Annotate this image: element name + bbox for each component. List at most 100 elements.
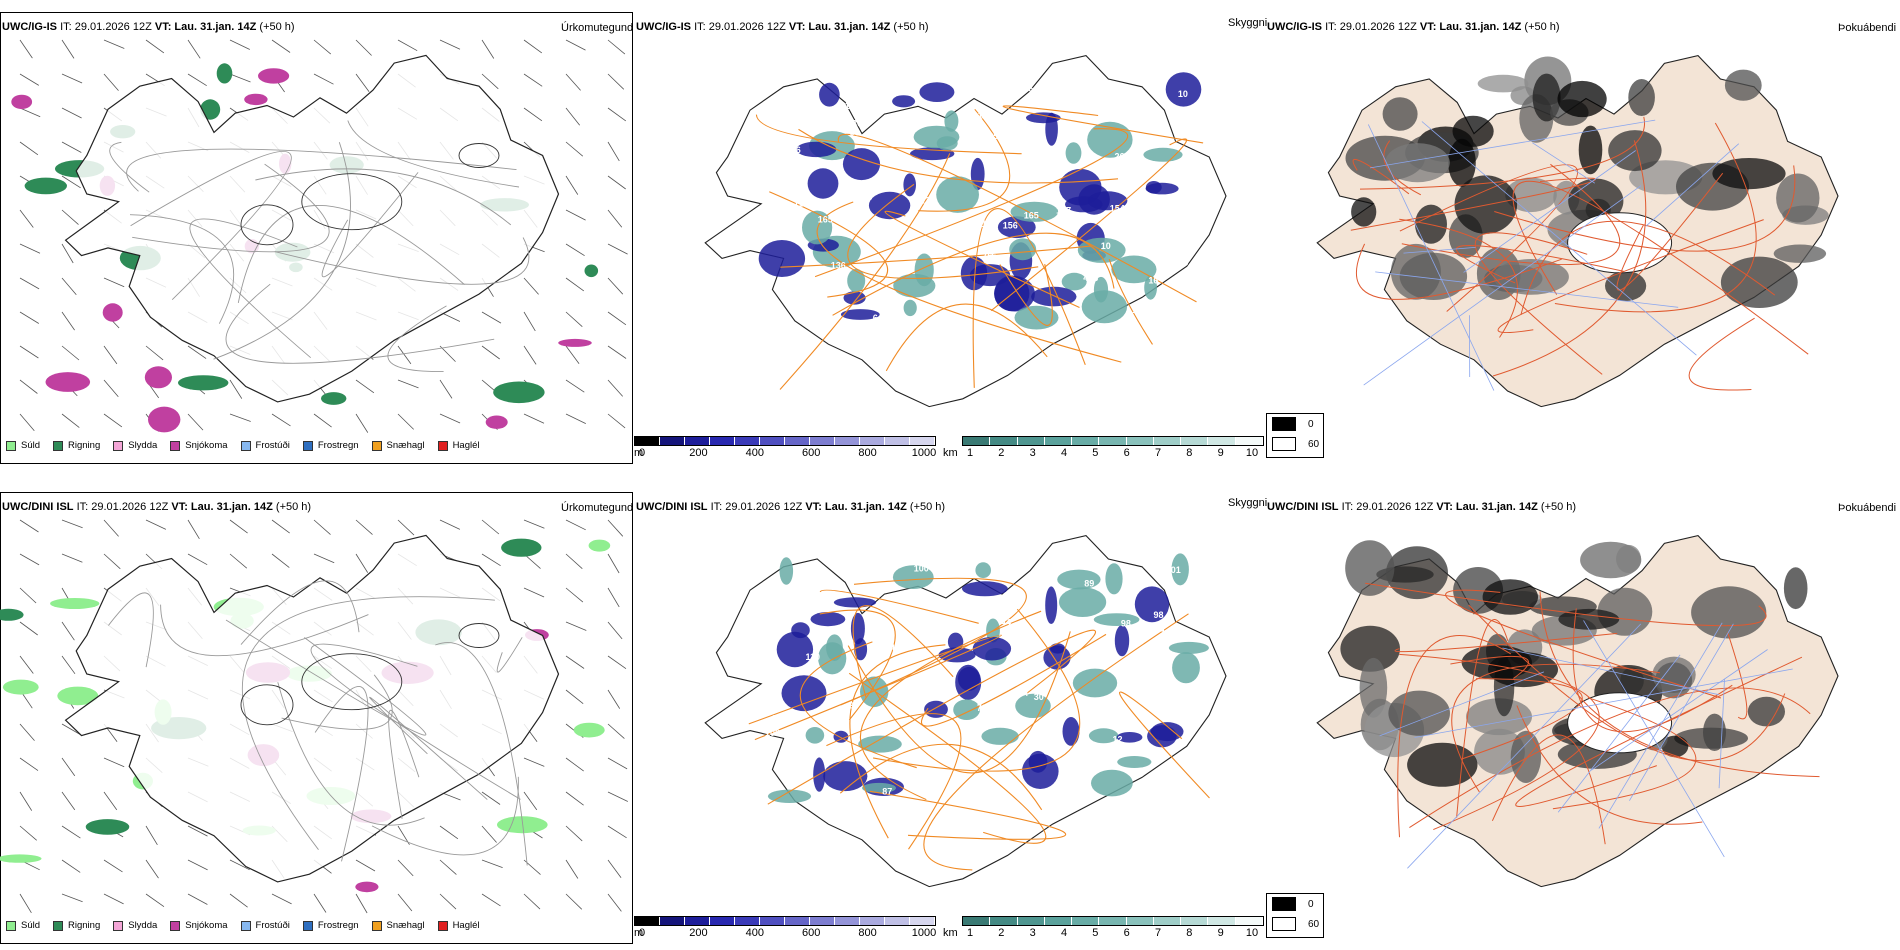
colorbar-cell [1208,917,1236,925]
roads [1365,582,1820,845]
wind-barb [103,39,125,49]
legend-item-snæhagl: Snæhagl [371,440,425,451]
cloud-base-label: 17 [1087,763,1097,773]
legend-label: Súld [21,920,41,931]
road [1491,734,1606,845]
wind-barb [61,209,79,225]
precip-title: Úrkomutegund [561,502,634,514]
wind-barb [355,893,368,914]
height-colorbar: 0 200 400 600 800 1000 [634,916,936,940]
row-bottom: UWC/DINI ISL IT: 29.01.2026 12Z VT: Lau.… [0,480,1900,950]
colorbar-cell [710,917,735,925]
cloud-area [936,176,979,213]
cloud-area [1105,563,1123,595]
wind-barb [103,757,125,768]
wind-barb [481,519,500,535]
cloud-base-label: 11 [973,111,983,121]
river [1532,142,1596,184]
cloud-area [1144,275,1157,300]
wind-barb [19,893,32,914]
cloud-base-label: 192 [846,208,861,218]
legend-label: Snæhagl [386,440,425,451]
fog-cell [1724,69,1762,101]
wind-barb [481,859,503,868]
fog-cell [1783,567,1808,610]
cloud-map: 89 133 49 86 12 39 17 101 30 98 72 106 149 78 37 97 94 87… [704,534,1227,888]
wind-barb [397,413,414,430]
cloud-base-label: 108 [765,728,780,738]
wind-barb [19,621,38,636]
cloud-base-label: 138 [982,138,997,148]
cloud-base-label: 156 [1003,221,1018,231]
cloud-base-label: 94 [1018,688,1028,698]
precip-area [11,94,33,110]
model-label: UWC/DINI ISL [2,501,74,513]
precip-legend: Súld Rigning Slydda Snjókoma Frostúði Frostre… [6,920,493,931]
iceland-coastline [64,54,560,403]
legend-item-haglél: Haglél [437,920,480,931]
lead-time: (+50 h) [259,21,295,33]
colorbar-cell [990,437,1018,445]
cloud-area [1134,586,1170,623]
wind-barb [397,825,410,845]
legend-label: Haglél [452,440,480,451]
wind-barb [523,587,545,598]
wind-barb [61,825,81,839]
wind-barb [313,553,335,564]
cloud-base-label: 149 [885,643,900,653]
road [840,577,1027,706]
colorbar-cell [810,917,835,925]
wind-barb [61,243,74,264]
river [1363,185,1642,386]
road [1397,635,1512,838]
wind-barb [523,73,543,87]
wind-barb [19,791,33,811]
colorbar-cell [963,437,991,445]
roads [755,105,1204,390]
cloud-area [1117,756,1152,768]
colorbar-cell [785,917,810,925]
run-info: IT: 29.01.2026 12Z [694,21,786,33]
roads [108,580,528,866]
cloud-area [850,612,865,645]
wind-barb [313,39,332,55]
cloud-area [919,82,955,102]
wind-barb [439,859,457,875]
legend-label: Rigning [68,440,101,451]
road [1520,220,1776,316]
road [129,214,235,324]
road [1727,632,1748,720]
precip-legend: Súld Rigning Slydda Snjókoma Frostúði Frostre… [6,440,493,451]
wind-barb [607,689,621,709]
colorbar-tick-label: 400 [745,927,764,939]
valid-time: VT: Lau. 31.jan. 14Z [805,501,907,513]
road [826,713,962,850]
colorbar-cell [1153,437,1182,445]
wind-barb [61,519,83,529]
wind-barb [355,519,373,535]
wind-barb [397,519,415,536]
fog-cell [1773,244,1827,263]
wind-barb [481,311,502,324]
wind-barb [19,209,34,228]
cloud-area [936,136,958,151]
wind-barb [607,39,626,55]
fog-cell [1747,696,1785,727]
cloud-area [1111,255,1157,284]
valid-time: VT: Lau. 31.jan. 14Z [788,21,891,33]
wind-barb [61,311,75,331]
cloud-base-label: 110 [806,652,821,662]
cloud-area [862,782,896,794]
fog-legend-label: 0 [1308,418,1314,430]
legend-swatch [6,440,16,451]
legend-swatch [170,920,181,931]
cloud-base-label: 84 [1155,625,1165,635]
cloud-base-label: 106 [1176,780,1191,790]
glacier-outline [240,684,294,726]
lead-time: (+50 h) [1524,21,1560,33]
wind-barb [523,39,543,54]
road [225,619,427,736]
lead-time: (+50 h) [893,21,929,33]
precip-header: UWC/DINI ISL IT: 29.01.2026 12Z VT: Lau.… [2,501,311,514]
wind-barb [61,141,82,153]
